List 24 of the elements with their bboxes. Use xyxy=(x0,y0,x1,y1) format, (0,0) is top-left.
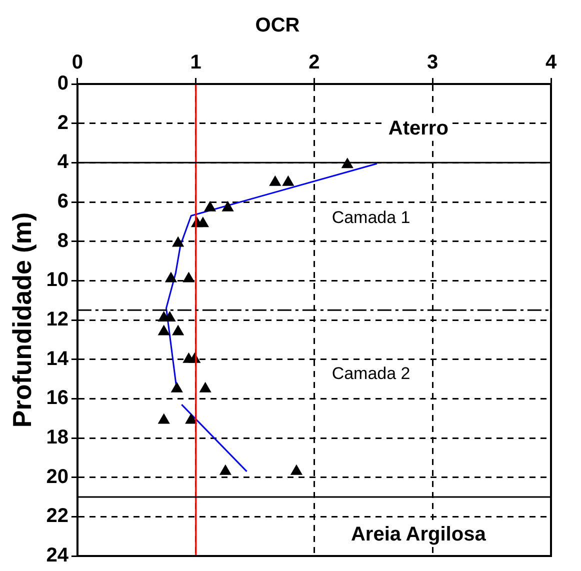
annotation: Camada 1 xyxy=(332,208,410,228)
x-tick-label: 2 xyxy=(308,52,320,74)
y-tick-label: 10 xyxy=(46,269,68,292)
y-tick-label: 16 xyxy=(46,387,68,410)
y-axis-title: Profundidade (m) xyxy=(6,212,37,428)
y-tick-label: 2 xyxy=(57,112,68,134)
x-tick-label: 4 xyxy=(545,52,558,74)
y-tick-label: 4 xyxy=(57,151,70,174)
annotation: Areia Argilosa xyxy=(350,523,487,546)
annotation: Aterro xyxy=(388,117,448,140)
y-tick-label: 18 xyxy=(46,426,68,449)
y-tick-label: 20 xyxy=(46,466,68,488)
annotation: Camada 2 xyxy=(332,364,410,383)
x-tick-label: 0 xyxy=(72,52,84,74)
y-tick-label: 8 xyxy=(57,230,68,252)
y-tick-label: 6 xyxy=(57,190,68,213)
y-tick-label: 22 xyxy=(46,505,68,528)
chart-title: OCR xyxy=(255,14,300,37)
y-tick-label: 24 xyxy=(46,544,70,567)
x-tick-label: 1 xyxy=(190,52,202,74)
y-tick-label: 12 xyxy=(46,308,68,331)
y-tick-label: 0 xyxy=(57,72,68,95)
y-tick-label: 14 xyxy=(46,348,70,370)
x-tick-label: 3 xyxy=(427,52,438,74)
